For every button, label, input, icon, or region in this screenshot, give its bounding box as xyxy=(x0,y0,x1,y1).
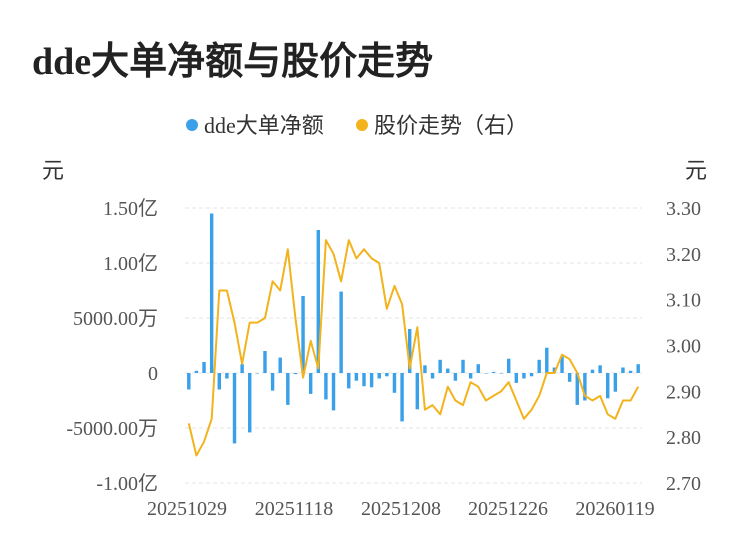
dde-bar[interactable] xyxy=(613,373,618,392)
left-tick-label: -1.00亿 xyxy=(96,472,158,495)
dde-bar[interactable] xyxy=(446,368,450,373)
right-tick-label: 3.20 xyxy=(666,244,701,266)
dde-bar[interactable] xyxy=(514,373,519,383)
dde-bar[interactable] xyxy=(331,373,336,411)
dde-bar[interactable] xyxy=(567,373,572,382)
left-tick-label: -5000.00万 xyxy=(66,418,158,440)
dde-bar[interactable] xyxy=(461,359,465,373)
dde-bar[interactable] xyxy=(225,373,229,379)
dde-bar[interactable] xyxy=(499,373,503,374)
dde-bar[interactable] xyxy=(202,362,206,373)
dde-bar[interactable] xyxy=(636,364,640,373)
dde-bar[interactable] xyxy=(552,367,557,374)
dde-bar[interactable] xyxy=(537,359,541,373)
dde-bar[interactable] xyxy=(583,373,587,401)
x-tick-label: 20251118 xyxy=(255,498,334,520)
dde-bar[interactable] xyxy=(194,370,199,373)
dde-bar[interactable] xyxy=(324,373,328,400)
dde-bar[interactable] xyxy=(308,373,313,394)
dde-bar[interactable] xyxy=(293,373,298,375)
legend-marker-price[interactable] xyxy=(356,119,368,131)
x-tick-label: 20251208 xyxy=(361,498,441,520)
dde-bar[interactable] xyxy=(453,373,458,381)
dde-bar[interactable] xyxy=(385,373,389,377)
dde-bar[interactable] xyxy=(545,347,549,373)
x-tick-label: 20251226 xyxy=(468,498,548,520)
left-tick-label: 1.00亿 xyxy=(103,252,158,275)
dde-bar[interactable] xyxy=(400,373,404,422)
dde-bar[interactable] xyxy=(286,373,290,405)
grid xyxy=(185,207,642,484)
x-tick-label: 20251029 xyxy=(147,498,227,520)
dde-bar[interactable] xyxy=(407,329,412,373)
dde-bar[interactable] xyxy=(270,373,275,391)
left-tick-label: 0 xyxy=(148,363,158,385)
price-line[interactable] xyxy=(187,239,640,457)
dde-bar[interactable] xyxy=(240,364,244,373)
right-axis-ticks: 3.30 3.20 3.10 3.00 2.90 2.80 2.70 xyxy=(666,198,701,495)
dde-bar[interactable] xyxy=(606,373,610,399)
dde-bar[interactable] xyxy=(392,373,397,393)
legend-label-price[interactable]: 股价走势（右） xyxy=(374,113,528,138)
left-tick-label: 1.50亿 xyxy=(103,197,158,220)
dde-bar[interactable] xyxy=(522,373,526,379)
dde-bars xyxy=(187,213,640,444)
right-tick-label: 2.90 xyxy=(666,381,701,403)
dde-bar[interactable] xyxy=(476,364,480,373)
dde-bar[interactable] xyxy=(369,373,374,388)
left-tick-label: 5000.00万 xyxy=(73,308,158,330)
dde-bar[interactable] xyxy=(598,365,602,373)
dde-bar[interactable] xyxy=(187,373,191,390)
dde-bar[interactable] xyxy=(362,373,366,387)
legend: dde大单净额 股价走势（右） xyxy=(186,113,528,138)
dde-bar[interactable] xyxy=(529,373,534,377)
dde-bar[interactable] xyxy=(491,371,496,373)
dde-bar[interactable] xyxy=(316,230,321,373)
right-axis-unit: 元 xyxy=(685,158,707,183)
dde-bar[interactable] xyxy=(506,358,511,373)
dde-bar[interactable] xyxy=(232,373,237,444)
right-tick-label: 3.00 xyxy=(666,336,701,358)
legend-label-dde[interactable]: dde大单净额 xyxy=(204,113,324,138)
page-title: dde大单净额与股价走势 xyxy=(32,41,434,83)
right-tick-label: 2.80 xyxy=(666,427,701,449)
price-line-group xyxy=(187,239,640,457)
dde-bar[interactable] xyxy=(209,213,214,374)
dde-bar[interactable] xyxy=(575,373,579,405)
dde-bar[interactable] xyxy=(590,369,595,373)
right-tick-label: 3.30 xyxy=(666,198,701,220)
dde-bar[interactable] xyxy=(423,365,427,373)
right-tick-label: 2.70 xyxy=(666,473,701,495)
dde-bar[interactable] xyxy=(278,357,282,373)
dde-bar[interactable] xyxy=(628,370,633,373)
dde-bar[interactable] xyxy=(560,356,564,374)
dde-bar[interactable] xyxy=(248,373,252,433)
dde-bar[interactable] xyxy=(354,373,359,381)
dde-bar[interactable] xyxy=(621,367,625,374)
dde-bar[interactable] xyxy=(255,373,260,374)
dde-bar[interactable] xyxy=(217,373,221,390)
right-tick-label: 3.10 xyxy=(666,290,701,312)
dde-bar[interactable] xyxy=(468,373,473,379)
dde-bar[interactable] xyxy=(339,291,343,373)
x-axis-ticks: 20251029 20251118 20251208 20251226 20260119 xyxy=(147,498,655,520)
dde-bar[interactable] xyxy=(377,373,381,379)
left-axis-unit: 元 xyxy=(42,158,64,183)
legend-marker-dde[interactable] xyxy=(186,119,198,131)
dde-bar[interactable] xyxy=(415,373,420,410)
dde-bar[interactable] xyxy=(430,373,435,379)
dde-bar[interactable] xyxy=(484,373,488,374)
x-tick-label: 20260119 xyxy=(575,498,654,520)
left-axis-ticks: 1.50亿 1.00亿 5000.00万 0 -5000.00万 -1.00亿 xyxy=(66,197,158,495)
dde-bar[interactable] xyxy=(438,359,442,373)
dde-bar[interactable] xyxy=(347,373,351,389)
dde-bar[interactable] xyxy=(301,296,305,373)
dde-bar[interactable] xyxy=(263,351,267,373)
